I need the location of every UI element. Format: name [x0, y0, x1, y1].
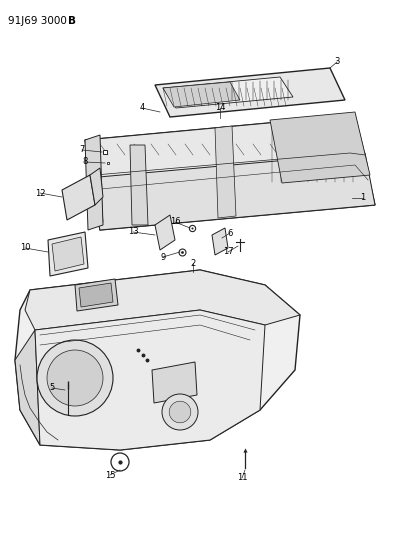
Polygon shape [270, 112, 370, 183]
Circle shape [169, 401, 191, 423]
Polygon shape [88, 153, 375, 230]
Polygon shape [212, 228, 228, 255]
Text: 2: 2 [190, 259, 195, 268]
Polygon shape [85, 135, 103, 230]
Text: 10: 10 [20, 244, 30, 253]
Text: 1: 1 [360, 193, 366, 203]
Polygon shape [163, 77, 293, 108]
Polygon shape [215, 126, 236, 218]
Text: 13: 13 [128, 228, 138, 237]
Polygon shape [90, 168, 103, 205]
Polygon shape [163, 82, 240, 107]
Polygon shape [15, 270, 300, 450]
Polygon shape [48, 232, 88, 276]
Circle shape [47, 350, 103, 406]
Text: 91J69 3000: 91J69 3000 [8, 16, 70, 26]
Text: B: B [68, 16, 76, 26]
Polygon shape [85, 115, 375, 230]
Text: 7: 7 [79, 146, 85, 155]
Text: 8: 8 [82, 157, 88, 166]
Polygon shape [155, 215, 175, 250]
Text: 9: 9 [160, 253, 166, 262]
Polygon shape [75, 279, 118, 311]
Circle shape [37, 340, 113, 416]
Polygon shape [62, 175, 95, 220]
Polygon shape [155, 68, 345, 117]
Text: 17: 17 [223, 247, 233, 256]
Circle shape [162, 394, 198, 430]
Polygon shape [79, 283, 113, 307]
Text: 16: 16 [170, 217, 180, 227]
Text: 12: 12 [35, 189, 45, 198]
Text: 15: 15 [105, 471, 115, 480]
Polygon shape [130, 145, 148, 225]
Polygon shape [52, 237, 84, 271]
Text: 6: 6 [227, 229, 233, 238]
Polygon shape [35, 310, 265, 450]
Polygon shape [85, 115, 365, 180]
Text: 3: 3 [334, 58, 340, 67]
Polygon shape [25, 270, 300, 330]
Text: 5: 5 [49, 384, 55, 392]
Text: 11: 11 [237, 473, 247, 482]
Polygon shape [15, 330, 40, 445]
Polygon shape [152, 362, 197, 403]
Text: 14: 14 [215, 103, 225, 112]
Text: 4: 4 [139, 103, 144, 112]
